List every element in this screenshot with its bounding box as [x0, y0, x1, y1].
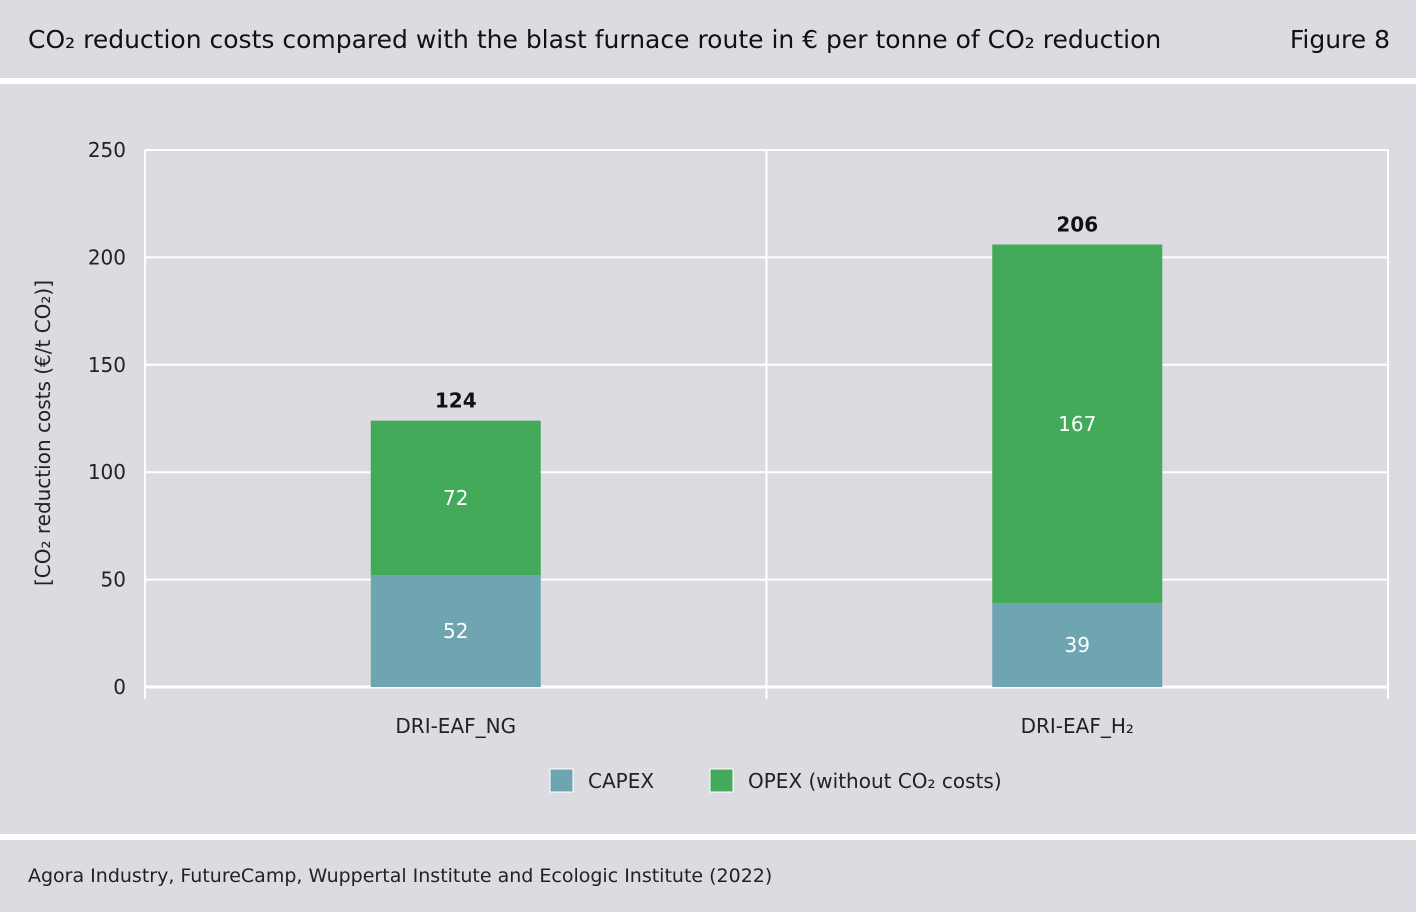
bars: 52 72 124 39 167 206: [370, 213, 1163, 687]
chart-panel: 52 72 124 39 167 206 0 50 100 150 200 250 DRI-EAF_N…: [0, 84, 1416, 834]
bar-segment: [992, 244, 1163, 604]
y-axis-label: [CO₂ reduction costs (€/t CO₂)]: [31, 280, 55, 586]
total-label: 206: [1056, 213, 1098, 237]
bar-chart: 52 72 124 39 167 206 0 50 100 150 200 250 DRI-EAF_N…: [31, 138, 1389, 793]
chart-title: CO₂ reduction costs compared with the bl…: [28, 25, 1162, 54]
data-label: 39: [1065, 633, 1090, 657]
x-tick-label: DRI-EAF_NG: [395, 714, 516, 738]
y-tick-label: 150: [88, 353, 126, 377]
y-tick-label: 50: [101, 568, 126, 592]
data-label: 167: [1058, 412, 1096, 436]
figure-header: CO₂ reduction costs compared with the bl…: [0, 0, 1416, 78]
grid-lines: [144, 149, 1389, 699]
figure-footer: Agora Industry, FutureCamp, Wuppertal In…: [0, 840, 1416, 912]
bar-segment: [992, 603, 1163, 687]
y-tick-label: 100: [88, 460, 126, 484]
axes: 0 50 100 150 200 250 DRI-EAF_NG DRI-EAF_H₂: [88, 138, 1134, 738]
figure-number: Figure 8: [1289, 25, 1390, 54]
legend-swatch: [549, 768, 574, 793]
bar-segment: [370, 420, 541, 576]
y-tick-label: 200: [88, 245, 126, 269]
legend-label: OPEX (without CO₂ costs): [748, 769, 1002, 793]
total-label: 124: [435, 389, 477, 413]
bar-segment: [370, 575, 541, 687]
data-label: 72: [443, 486, 468, 510]
y-tick-label: 0: [113, 675, 126, 699]
legend: CAPEX OPEX (without CO₂ costs): [549, 768, 1002, 793]
legend-label: CAPEX: [588, 769, 654, 793]
y-tick-label: 250: [88, 138, 126, 162]
source-note: Agora Industry, FutureCamp, Wuppertal In…: [28, 865, 773, 887]
legend-swatch: [709, 768, 734, 793]
x-tick-label: DRI-EAF_H₂: [1021, 714, 1134, 738]
data-label: 52: [443, 619, 468, 643]
